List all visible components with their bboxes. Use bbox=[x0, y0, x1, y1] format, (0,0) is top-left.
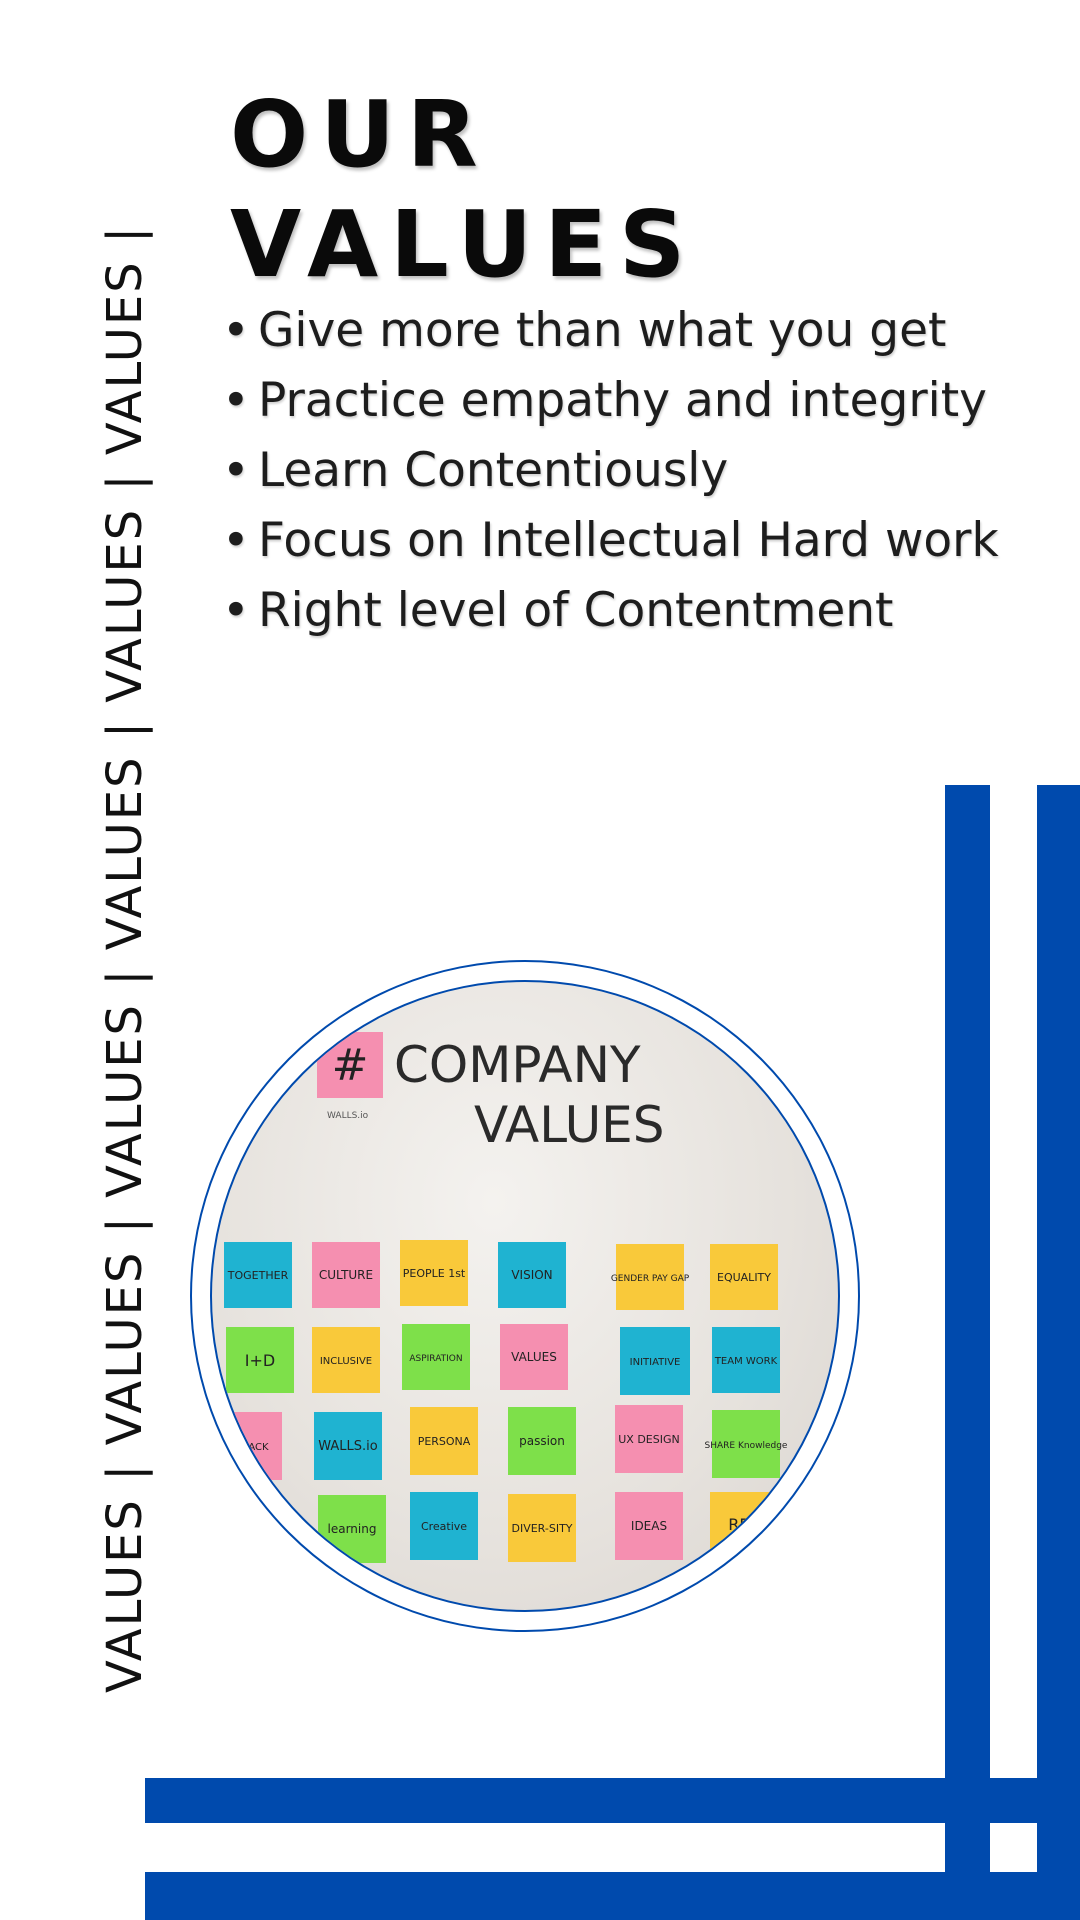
board-heading-line2: VALUES bbox=[474, 1096, 665, 1154]
sticky-note-label: GENDER PAY GAP bbox=[611, 1274, 690, 1284]
sticky-note-label: learning bbox=[328, 1522, 377, 1536]
value-item: Give more than what you get bbox=[222, 296, 1022, 366]
sticky-note-label: DIVER-SITY bbox=[511, 1522, 572, 1535]
value-item: Right level of Contentment bbox=[222, 576, 1022, 646]
sticky-note-label: WALLS.io bbox=[318, 1439, 378, 1454]
value-item: Learn Contentiously bbox=[222, 436, 1022, 506]
sticky-note-row-3: FEEDBACK WALLS.io PERSONA passion UX DES… bbox=[212, 1405, 788, 1480]
sticky-note-label: ASPIRATION bbox=[409, 1354, 462, 1364]
whiteboard-illustration: # WALLS.io COMPANY VALUES TOGETHER CULTU… bbox=[212, 1032, 788, 1563]
sticky-note-label: VALUES bbox=[511, 1350, 557, 1364]
sticky-note-label: CULTURE bbox=[319, 1268, 373, 1282]
sticky-note-row-2: I+D INCLUSIVE ASPIRATION VALUES INITIATI… bbox=[226, 1324, 780, 1395]
sticky-note-label: TOGETHER bbox=[227, 1269, 289, 1282]
sticky-note-label: passion bbox=[519, 1434, 565, 1448]
sticky-note-label: Creative bbox=[421, 1520, 467, 1533]
sticky-note-label: PEOPLE 1st bbox=[403, 1267, 466, 1280]
sticky-note-label: INCLUSIVE bbox=[320, 1356, 372, 1367]
sticky-note-label: EQUALITY bbox=[717, 1271, 771, 1284]
horizontal-bar-lower bbox=[145, 1872, 1080, 1920]
values-list: Give more than what you get Practice emp… bbox=[222, 296, 1022, 646]
board-heading-line1: COMPANY bbox=[394, 1036, 641, 1094]
photo-outer-ring bbox=[190, 960, 860, 1632]
logo-text: WALLS.io bbox=[327, 1111, 369, 1121]
sticky-note-row-1: TOGETHER CULTURE PEOPLE 1st VISION GENDE… bbox=[224, 1240, 778, 1310]
sticky-note-label: IDEAS bbox=[631, 1519, 667, 1533]
sticky-note-row-4: learning Creative DIVER-SITY IDEAS RES bbox=[318, 1492, 778, 1563]
company-values-photo: # WALLS.io COMPANY VALUES TOGETHER CULTU… bbox=[210, 980, 840, 1612]
hash-note-text: # bbox=[332, 1040, 369, 1091]
sticky-note-label: INITIATIVE bbox=[630, 1357, 681, 1368]
sticky-note-label: UX DESIGN bbox=[618, 1433, 679, 1446]
sticky-note-label: I+D bbox=[245, 1351, 275, 1370]
sticky-note-label: SHARE Knowledge bbox=[705, 1441, 788, 1451]
value-item: Focus on Intellectual Hard work bbox=[222, 506, 1022, 576]
sticky-note-label: VISION bbox=[511, 1268, 552, 1282]
vertical-bar-outer bbox=[1037, 785, 1080, 1920]
horizontal-bar-upper bbox=[145, 1778, 1080, 1823]
vertical-side-text: VALUES | VALUES | VALUES | VALUES | VALU… bbox=[97, 224, 153, 1693]
sticky-note-label: PERSONA bbox=[418, 1435, 471, 1448]
page-title: OUR VALUES bbox=[230, 81, 698, 298]
vertical-bar-inner bbox=[945, 785, 990, 1920]
sticky-note-label: TEAM WORK bbox=[714, 1356, 778, 1367]
value-item: Practice empathy and integrity bbox=[222, 366, 1022, 436]
